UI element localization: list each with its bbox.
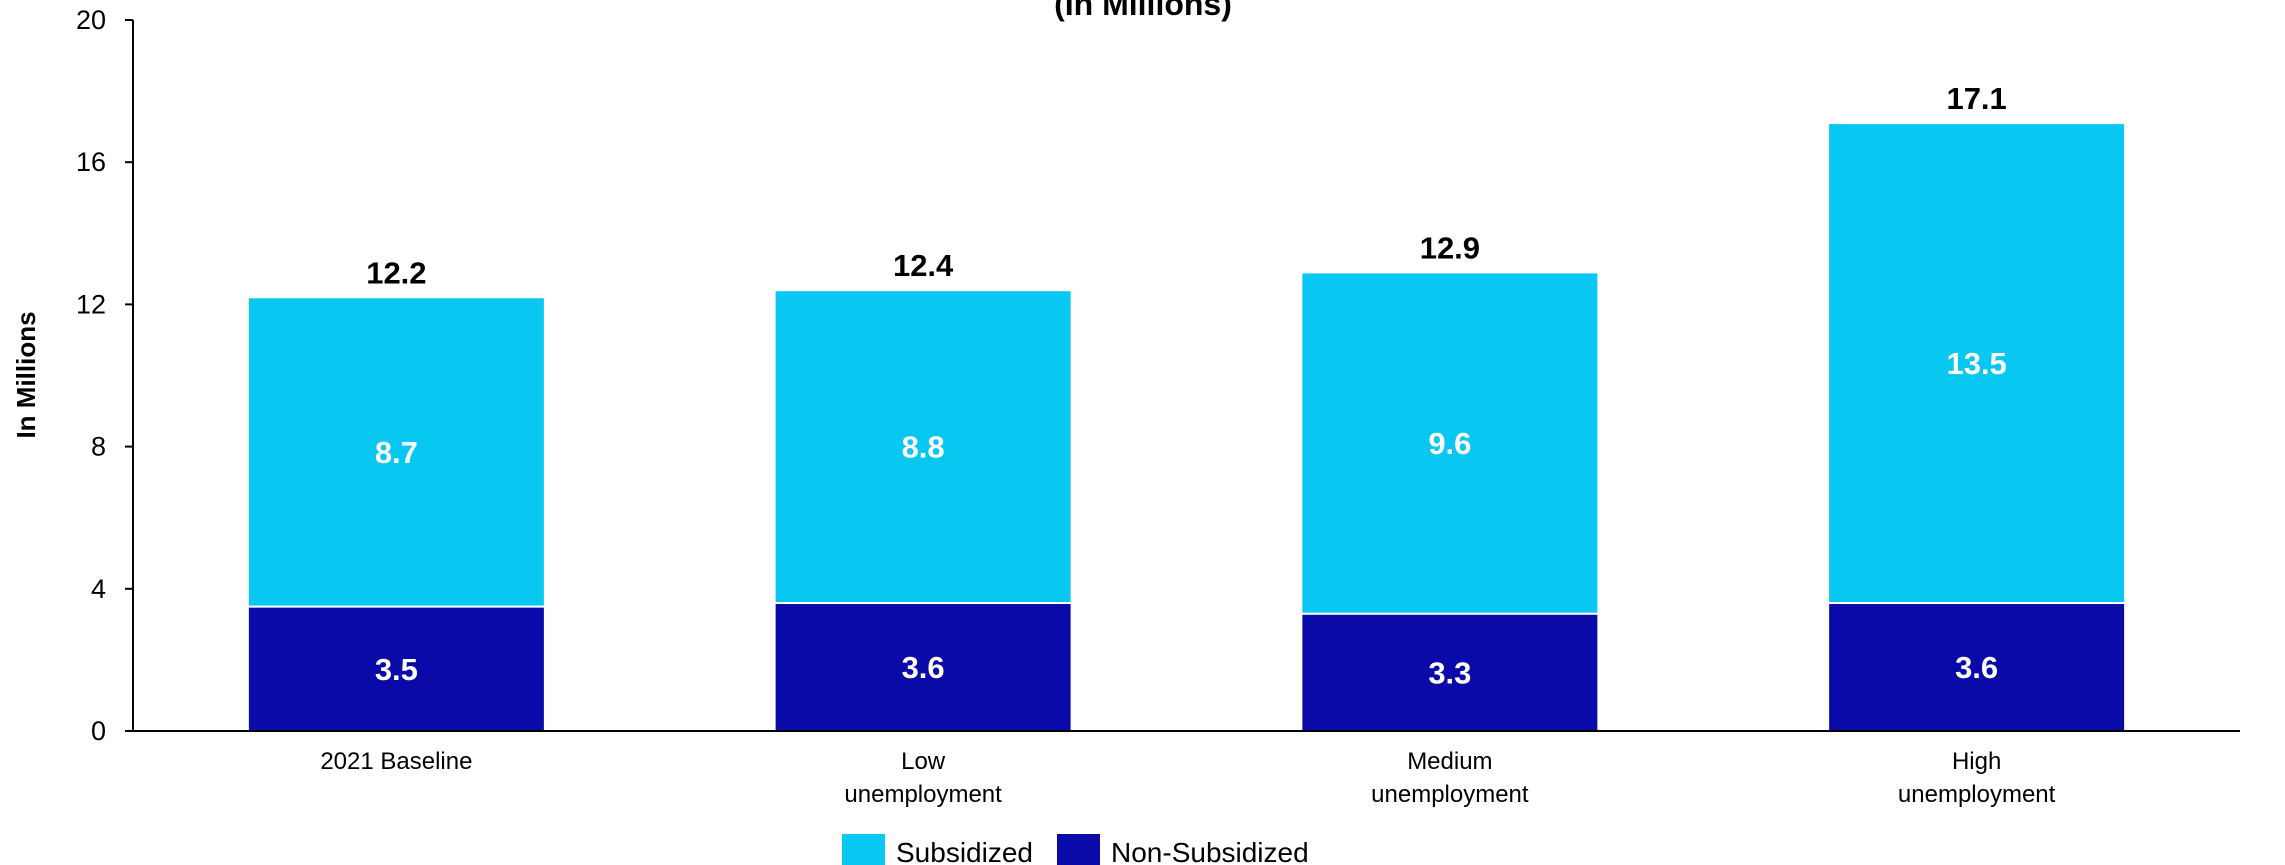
- x-category-label-line: unemployment: [844, 781, 1002, 808]
- legend-label: Non-Subsidized: [1111, 837, 1309, 865]
- bar-segment: [246, 296, 546, 608]
- y-tick-label: 0: [91, 716, 106, 746]
- y-axis: 0 4 8 12 16 20: [76, 5, 134, 746]
- bars: 3.5 8.7 12.2 3.6 8.8 12.4 3.3 9.6 12.9 3.6 13.5 17.…: [246, 81, 2127, 733]
- y-tick-label: 16: [76, 147, 106, 177]
- bar-segment: [1827, 602, 2127, 733]
- segment-data-label: 8.8: [902, 430, 945, 465]
- legend-label: Subsidized: [896, 837, 1033, 865]
- segment-data-label: 3.3: [1428, 655, 1471, 690]
- y-axis-title: In Millions: [11, 311, 41, 438]
- x-category-label-line: Medium: [1407, 748, 1492, 775]
- segment-data-label: 8.7: [375, 435, 418, 470]
- total-data-label: 12.9: [1420, 230, 1480, 265]
- legend-swatch: [842, 834, 885, 865]
- x-category-label-line: Low: [901, 748, 946, 775]
- y-tick-label: 20: [76, 5, 106, 35]
- segment-data-label: 3.6: [1955, 650, 1998, 685]
- total-data-label: 12.2: [366, 255, 426, 290]
- y-tick-label: 12: [76, 289, 106, 319]
- total-data-label: 12.4: [893, 248, 954, 283]
- segment-data-label: 13.5: [1946, 346, 2006, 381]
- bar-segment: [1827, 122, 2127, 605]
- x-category-label-line: 2021 Baseline: [320, 748, 472, 775]
- chart-title: (In Millions): [1054, 0, 1232, 22]
- bar-segment: [773, 289, 1073, 605]
- bar-segment: [773, 602, 1073, 733]
- x-category-label: Medium unemployment: [1371, 748, 1529, 808]
- x-category-label-line: unemployment: [1898, 781, 2056, 808]
- bar-segment: [1300, 612, 1600, 732]
- x-category-label: 2021 Baseline: [320, 748, 472, 775]
- legend: Subsidized Non-Subsidized: [842, 834, 1309, 865]
- segment-data-label: 9.6: [1428, 426, 1471, 461]
- y-tick-label: 8: [91, 432, 106, 462]
- x-category-label: Low unemployment: [844, 748, 1002, 808]
- x-category-label: High unemployment: [1898, 748, 2056, 808]
- bar-segment: [1300, 271, 1600, 615]
- segment-data-label: 3.6: [902, 650, 945, 685]
- segment-data-label: 3.5: [375, 652, 418, 687]
- x-category-label-line: unemployment: [1371, 781, 1529, 808]
- legend-swatch: [1057, 834, 1100, 865]
- y-tick-label: 4: [91, 574, 106, 604]
- total-data-label: 17.1: [1946, 81, 2006, 116]
- x-axis: 2021 Baseline Low unemployment Medium unempl…: [133, 730, 2240, 808]
- x-category-label-line: High: [1952, 748, 2001, 775]
